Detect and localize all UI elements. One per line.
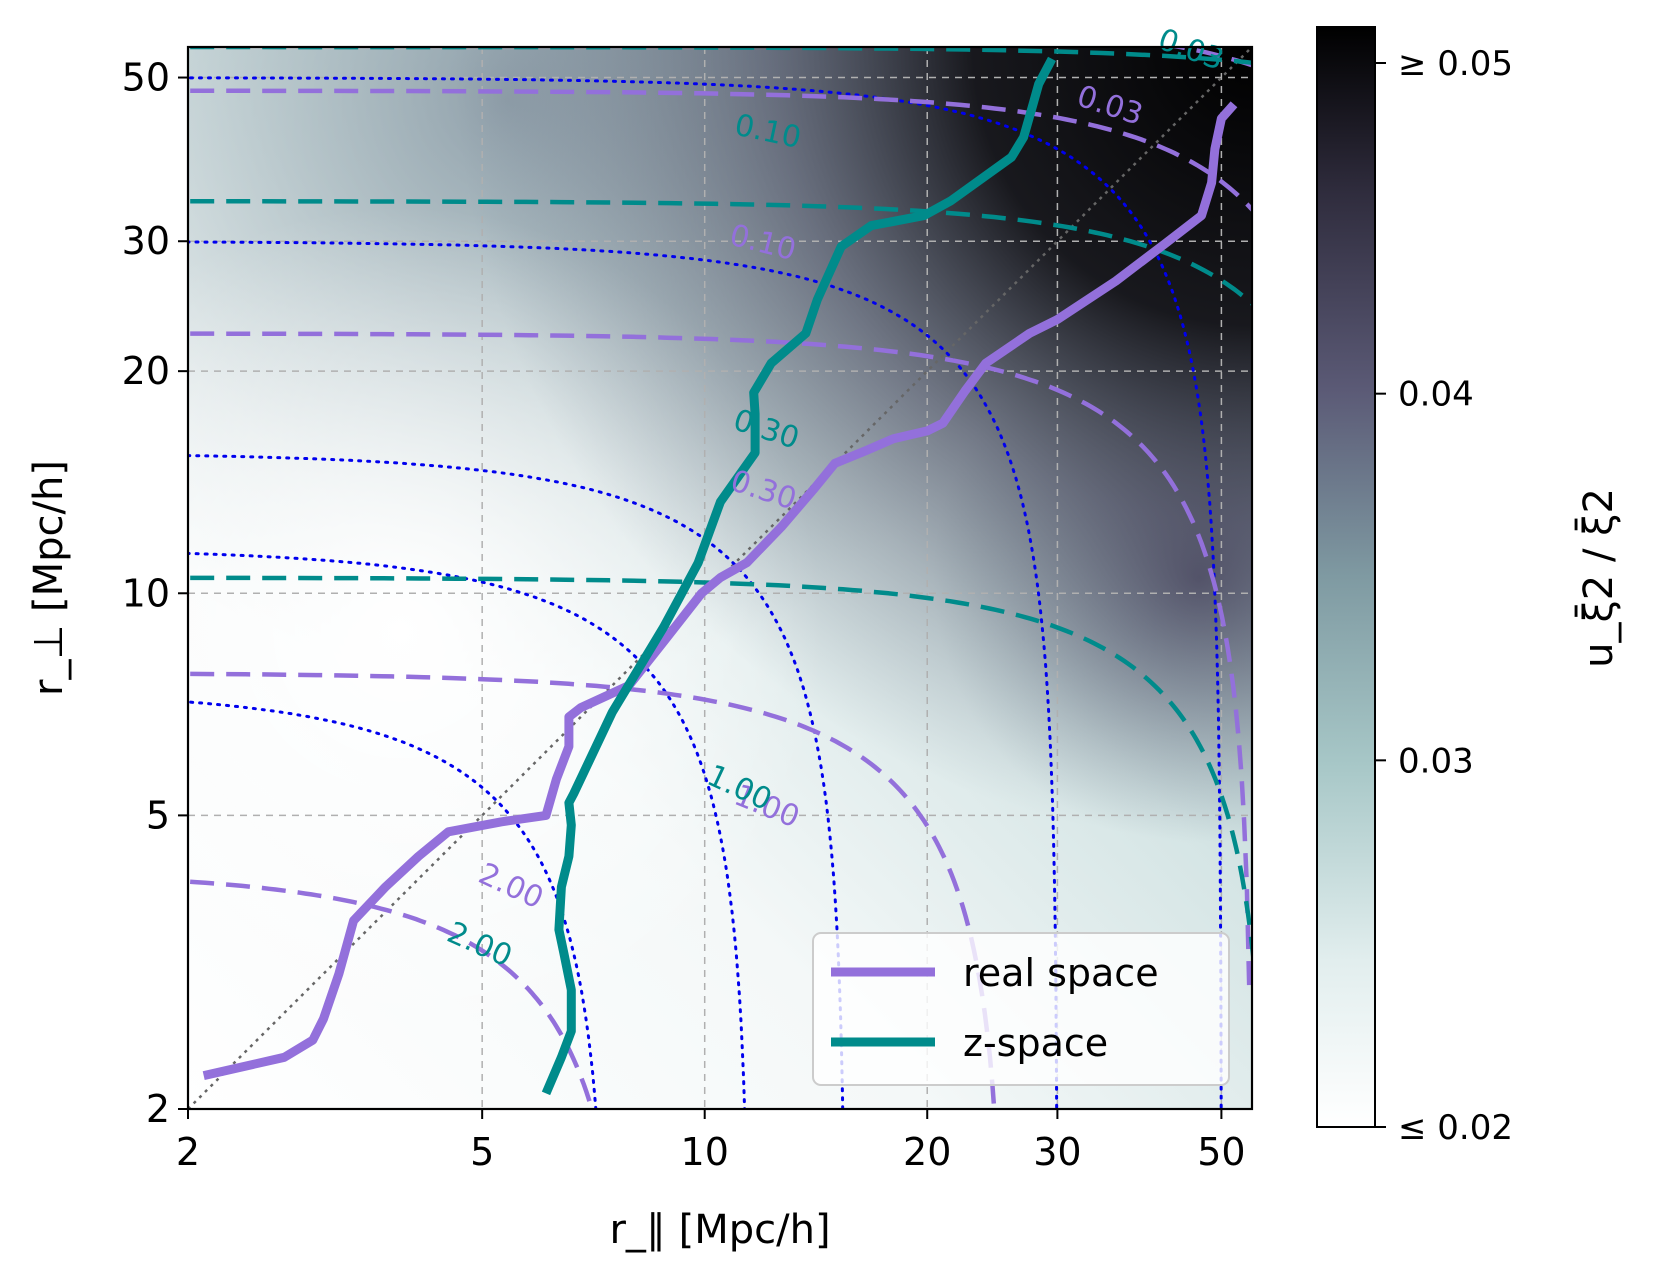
iso-r-curve <box>188 700 598 1109</box>
x-tick-label: 50 <box>1197 1130 1245 1174</box>
iso-separation-curves <box>188 76 1223 1109</box>
colorbar-tick-label: 0.03 <box>1398 741 1474 781</box>
diagonal-reference-line <box>188 47 1252 1109</box>
x-tick-label: 2 <box>176 1130 200 1174</box>
y-axis: 2 5 10 20 30 50 <box>122 56 188 1131</box>
contour-line <box>188 879 595 1109</box>
contour-line <box>188 47 1252 66</box>
colorbar-tick-label: 0.04 <box>1398 375 1474 415</box>
legend-label-real-space: real space <box>963 951 1159 995</box>
contour-line <box>188 575 1252 968</box>
legend: real space z-space <box>812 932 1230 1086</box>
contour-line <box>188 331 1252 996</box>
series-real-space-line <box>202 101 1238 1080</box>
y-tick-label: 50 <box>122 56 170 100</box>
y-tick-label: 2 <box>146 1087 170 1131</box>
contour-line <box>188 88 1252 213</box>
y-axis-title: r_⊥ [Mpc/h] <box>26 460 72 696</box>
series-z-space-line <box>541 56 1056 1096</box>
y-tick-label: 20 <box>122 349 170 393</box>
y-tick-label: 30 <box>122 219 170 263</box>
x-tick-label: 30 <box>1033 1130 1081 1174</box>
colorbar-tick-label: ≥ 0.05 <box>1398 44 1513 84</box>
colorbar-label: u_ξ̄2 / ξ̄2 <box>1574 488 1622 668</box>
x-axis: 2 5 10 20 30 50 <box>176 1109 1246 1174</box>
x-tick-label: 20 <box>903 1130 951 1174</box>
contours <box>188 47 1252 1109</box>
x-tick-label: 10 <box>681 1130 729 1174</box>
contour-line <box>188 671 997 1109</box>
iso-r-curve <box>188 454 845 1109</box>
x-axis-title: r_∥ [Mpc/h] <box>609 1207 830 1253</box>
y-tick-label: 5 <box>146 793 170 837</box>
colorbar: ≤ 0.02 0.03 0.04 ≥ 0.05 u_ξ̄2 / ξ̄2 <box>1316 26 1622 1148</box>
plot-frame <box>186 45 1254 1111</box>
colorbar-gradient <box>1316 26 1376 1128</box>
x-tick-label: 5 <box>470 1130 494 1174</box>
iso-r-curve <box>188 240 1059 1109</box>
colorbar-tick-label: ≤ 0.02 <box>1398 1108 1513 1148</box>
legend-label-z-space: z-space <box>963 1021 1108 1065</box>
y-tick-label: 10 <box>122 571 170 615</box>
